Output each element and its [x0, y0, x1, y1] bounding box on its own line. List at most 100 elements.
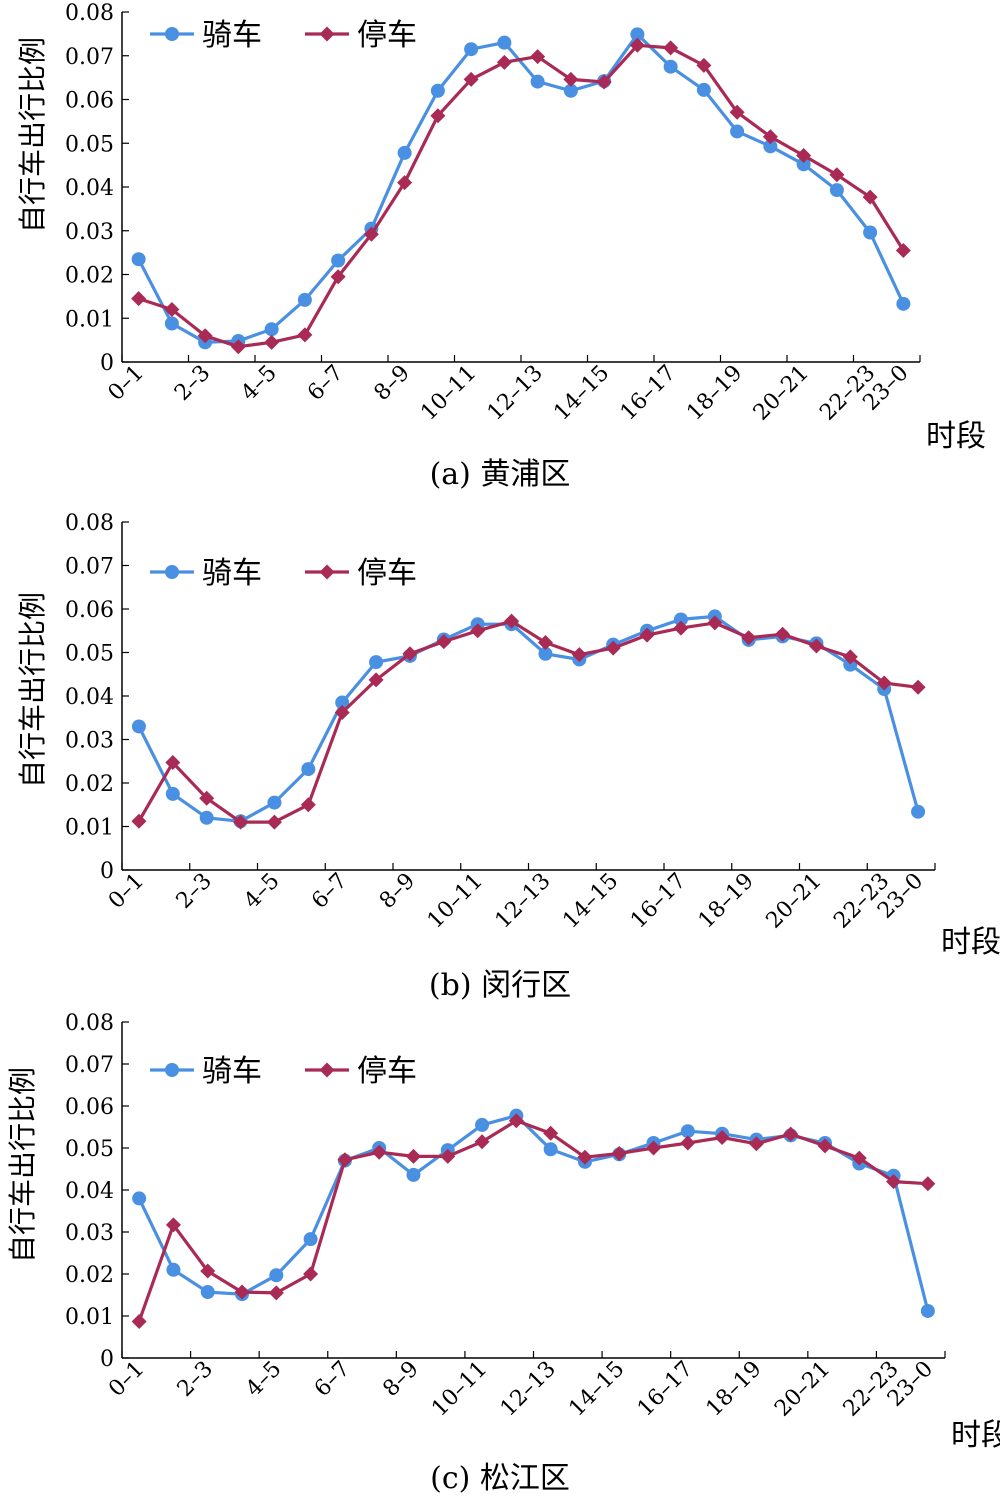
data-point-riding — [543, 1142, 558, 1157]
data-point-parking — [436, 634, 452, 650]
legend-marker-riding — [165, 1063, 179, 1077]
x-axis-label: 时段 — [941, 925, 1000, 960]
data-point-parking — [303, 1266, 319, 1282]
data-point-parking — [596, 74, 612, 90]
data-point-parking — [876, 675, 892, 691]
data-point-parking — [504, 613, 520, 629]
series-line-riding — [137, 614, 920, 823]
x-tick-label: 2–3 — [172, 869, 217, 914]
chart-panel-c: 00.010.020.030.040.050.060.070.080–1 2–3 4… — [6, 1011, 1000, 1496]
data-point-riding — [829, 183, 844, 198]
data-point-parking — [808, 638, 824, 654]
chart-panel-a: 00.010.020.030.040.050.060.070.080–1 2–3 4… — [16, 1, 986, 492]
data-point-parking — [405, 1148, 421, 1164]
data-point-parking — [371, 1144, 387, 1160]
series-line-parking — [137, 619, 919, 824]
data-point-riding — [863, 225, 878, 240]
data-point-riding — [297, 292, 312, 307]
data-point-parking — [673, 620, 689, 636]
data-point-riding — [164, 316, 179, 331]
data-point-parking — [543, 1125, 559, 1141]
x-tick-label: 4–5 — [239, 869, 284, 914]
y-tick-label: 0.06 — [65, 89, 114, 114]
x-tick-label: 10–11 — [427, 1357, 492, 1422]
y-tick-label: 0 — [100, 351, 114, 376]
x-tick-label: 14–15 — [549, 361, 614, 426]
data-point-parking — [796, 148, 812, 163]
data-point-parking — [330, 269, 346, 285]
data-point-riding — [696, 82, 711, 97]
y-tick-label: 0.05 — [65, 132, 114, 157]
data-point-parking — [363, 226, 379, 242]
data-point-riding — [166, 1262, 181, 1277]
data-point-riding — [630, 27, 645, 42]
data-point-parking — [714, 1130, 730, 1145]
data-point-riding — [796, 157, 811, 172]
data-point-parking — [563, 71, 579, 87]
x-tick-label: 4–5 — [241, 1357, 286, 1402]
data-point-riding — [406, 1167, 421, 1182]
data-point-parking — [646, 1140, 662, 1156]
series-line-parking — [137, 1119, 928, 1323]
legend-marker-parking — [319, 1062, 335, 1078]
x-axis-label: 时段 — [926, 419, 986, 454]
data-point-riding — [663, 59, 678, 74]
x-tick-label: 20–21 — [762, 869, 827, 934]
data-point-parking — [397, 175, 413, 191]
data-point-parking — [300, 797, 316, 813]
data-point-parking — [230, 339, 246, 355]
y-tick-label: 0.04 — [65, 176, 114, 201]
data-point-parking — [895, 242, 911, 258]
data-point-riding — [896, 296, 911, 311]
y-tick-label: 0 — [100, 1347, 114, 1372]
data-point-riding — [464, 42, 479, 57]
data-point-riding — [430, 83, 445, 98]
data-point-parking — [629, 37, 645, 53]
data-point-parking — [440, 1148, 456, 1164]
x-tick-label: 8–9 — [378, 1357, 423, 1402]
data-point-parking — [829, 167, 845, 183]
data-point-riding — [200, 1285, 215, 1300]
data-point-parking — [696, 57, 712, 73]
y-tick-label: 0.02 — [65, 264, 114, 289]
data-point-parking — [334, 705, 350, 721]
legend-marker-parking — [319, 564, 335, 580]
data-point-parking — [470, 623, 486, 639]
data-point-parking — [577, 1149, 593, 1165]
y-tick-label: 0.08 — [65, 1011, 114, 1036]
x-tick-label: 2–3 — [170, 361, 215, 406]
legend-label-parking: 停车 — [357, 556, 417, 591]
data-point-riding — [730, 124, 745, 139]
data-point-parking — [842, 649, 858, 665]
data-point-parking — [783, 1126, 799, 1142]
x-tick-label: 16–17 — [626, 869, 691, 934]
data-point-riding — [269, 1268, 284, 1283]
x-tick-label: 8–9 — [375, 869, 420, 914]
legend-label-riding: 骑车 — [202, 1054, 262, 1089]
y-tick-label: 0.01 — [65, 1305, 114, 1330]
y-tick-label: 0.03 — [65, 729, 114, 754]
data-point-riding — [911, 804, 926, 819]
x-tick-label: 4–5 — [237, 361, 282, 406]
y-axis-label: 自行车出行比例 — [6, 1067, 39, 1263]
y-tick-label: 0.03 — [65, 1221, 114, 1246]
y-tick-label: 0.05 — [65, 642, 114, 667]
x-tick-label: 2–3 — [173, 1357, 218, 1402]
data-point-parking — [707, 615, 723, 631]
x-tick-label: 12–13 — [491, 869, 556, 934]
data-point-parking — [199, 790, 215, 806]
data-point-riding — [563, 83, 578, 98]
data-point-parking — [165, 1217, 181, 1233]
x-tick-label: 6–7 — [303, 361, 348, 406]
y-tick-label: 0.01 — [65, 816, 114, 841]
data-point-parking — [611, 1145, 627, 1161]
data-point-parking — [266, 814, 282, 830]
data-point-parking — [729, 104, 745, 120]
y-tick-label: 0.02 — [65, 772, 114, 797]
data-point-parking — [131, 291, 147, 307]
data-point-parking — [762, 129, 778, 145]
y-tick-label: 0.07 — [65, 555, 114, 580]
data-point-parking — [234, 1284, 250, 1300]
y-tick-label: 0.07 — [65, 45, 114, 70]
legend-marker-riding — [165, 27, 179, 41]
